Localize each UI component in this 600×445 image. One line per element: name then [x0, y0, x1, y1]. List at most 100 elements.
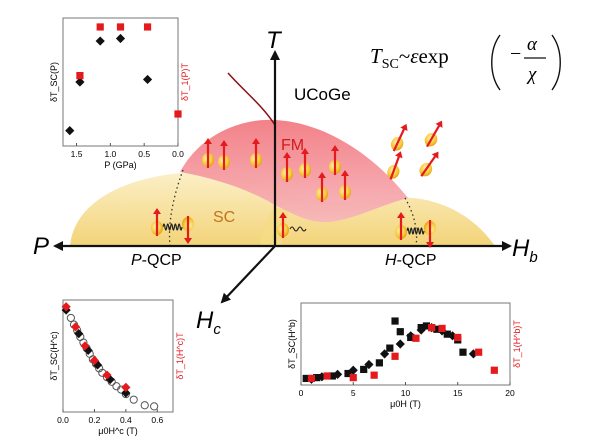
data-point	[380, 349, 390, 359]
data-point	[70, 322, 81, 332]
x-tick-label: 0.6	[151, 415, 163, 425]
x-tick-label: 0.5	[138, 149, 150, 159]
y-axis-label-right: δT_1(P)T	[180, 62, 190, 101]
data-point	[83, 345, 93, 355]
data-point	[475, 348, 483, 356]
data-point	[416, 325, 426, 335]
fm-boundary-line	[227, 72, 276, 126]
pair-spring	[289, 226, 307, 232]
data-point	[443, 330, 451, 338]
x-tick-label: 0.4	[120, 415, 132, 425]
cooper-pair	[406, 227, 425, 235]
spin-arrow	[424, 120, 443, 148]
spin-arrow	[329, 145, 341, 175]
svg-text:TSC~εexp: TSC~εexp	[370, 44, 449, 72]
data-point	[433, 325, 441, 333]
h-qcp-line	[404, 197, 418, 247]
fm-label: FM	[281, 137, 304, 154]
y-axis-label-left: δT_SC(P)	[49, 62, 59, 102]
cooper-pair	[162, 223, 183, 231]
data-point	[454, 333, 462, 342]
data-point	[348, 365, 358, 375]
spin-arrow	[424, 220, 436, 248]
data-point	[96, 23, 104, 31]
data-point	[74, 329, 84, 339]
spin-arrow	[151, 208, 163, 236]
x-axis-label: P (GPa)	[104, 160, 136, 170]
t-axis-label: T	[266, 27, 283, 54]
spin-arrow	[281, 152, 293, 182]
data-point	[422, 322, 430, 330]
x-tick-label: 15	[453, 388, 463, 398]
spin-arrow	[387, 151, 403, 180]
x-tick-label: 10	[401, 388, 411, 398]
hb-axis-label: Hb	[512, 235, 538, 266]
data-point	[317, 372, 327, 382]
data-point	[92, 360, 103, 370]
data-point	[95, 36, 105, 46]
hc-inset-plot: 0.0 0.2 0.4 0.6 μ0H^c (T) δT_SC(H^c) δT_1(H^c)…	[49, 299, 185, 436]
data-series	[76, 23, 182, 118]
h-qcp-label: H-QCP	[385, 252, 437, 269]
y-axis-label-left: δT_SC(H^b)	[287, 319, 297, 369]
y-axis-label-right: δT_1(H^c)T	[175, 332, 185, 380]
data-point	[116, 23, 125, 31]
spin-arrow	[299, 148, 311, 178]
svg-text:χ: χ	[526, 64, 537, 85]
spin-arrow	[419, 151, 439, 177]
spin-arrow	[277, 212, 289, 238]
x-axis-label: μ0H (T)	[390, 399, 421, 409]
data-point	[307, 374, 316, 383]
spin-arrow	[250, 138, 262, 168]
data-point	[375, 359, 383, 367]
plot-frame	[300, 302, 511, 386]
x-tick-label: 1.5	[71, 149, 83, 159]
data-point	[313, 374, 321, 382]
data-point	[323, 372, 331, 380]
svg-text:α: α	[527, 34, 538, 55]
data-point	[174, 110, 182, 118]
data-point	[328, 372, 336, 380]
hc-axis	[220, 245, 276, 304]
data-point	[386, 344, 394, 352]
data-point	[102, 370, 112, 380]
spin-arrow	[395, 212, 407, 240]
hc-axis-label: Hc	[196, 307, 221, 338]
data-point	[370, 371, 378, 379]
svg-text:−: −	[510, 43, 521, 65]
data-point	[61, 302, 71, 312]
data-point	[360, 365, 368, 374]
data-point	[468, 349, 479, 359]
data-series	[61, 302, 131, 392]
sc-label: SC	[213, 209, 235, 226]
data-point	[140, 401, 149, 410]
data-point	[76, 72, 84, 80]
x-tick-label: 5	[351, 388, 356, 398]
spin-arrow	[339, 170, 351, 200]
spin-arrow	[390, 123, 408, 152]
data-point	[349, 374, 357, 382]
spin-arrows	[151, 120, 443, 248]
p-qcp-label: P-QCP	[131, 252, 182, 269]
spin-arrow	[182, 216, 194, 244]
data-point	[129, 395, 138, 404]
y-axis-label-right: δT_1(H^b)T	[512, 320, 522, 368]
data-point	[115, 33, 126, 44]
spin-arrow	[218, 140, 230, 170]
data-point	[395, 339, 405, 349]
x-tick-label: 0.2	[89, 415, 101, 425]
data-point	[344, 369, 352, 378]
data-point	[121, 388, 131, 398]
p-axis-label: P	[33, 233, 49, 260]
data-point	[364, 359, 374, 370]
spin-arrow	[202, 138, 214, 168]
data-point	[89, 355, 100, 366]
data-point	[438, 324, 446, 333]
data-point	[396, 328, 404, 336]
data-point	[490, 366, 498, 374]
pressure-inset-plot: 1.5 1.0 0.5 0.0 P (GPa) δT_SC(P) δT_1(P)T	[49, 17, 190, 170]
fm-dome	[180, 119, 408, 222]
data-point	[80, 341, 90, 351]
data-point	[75, 77, 85, 87]
